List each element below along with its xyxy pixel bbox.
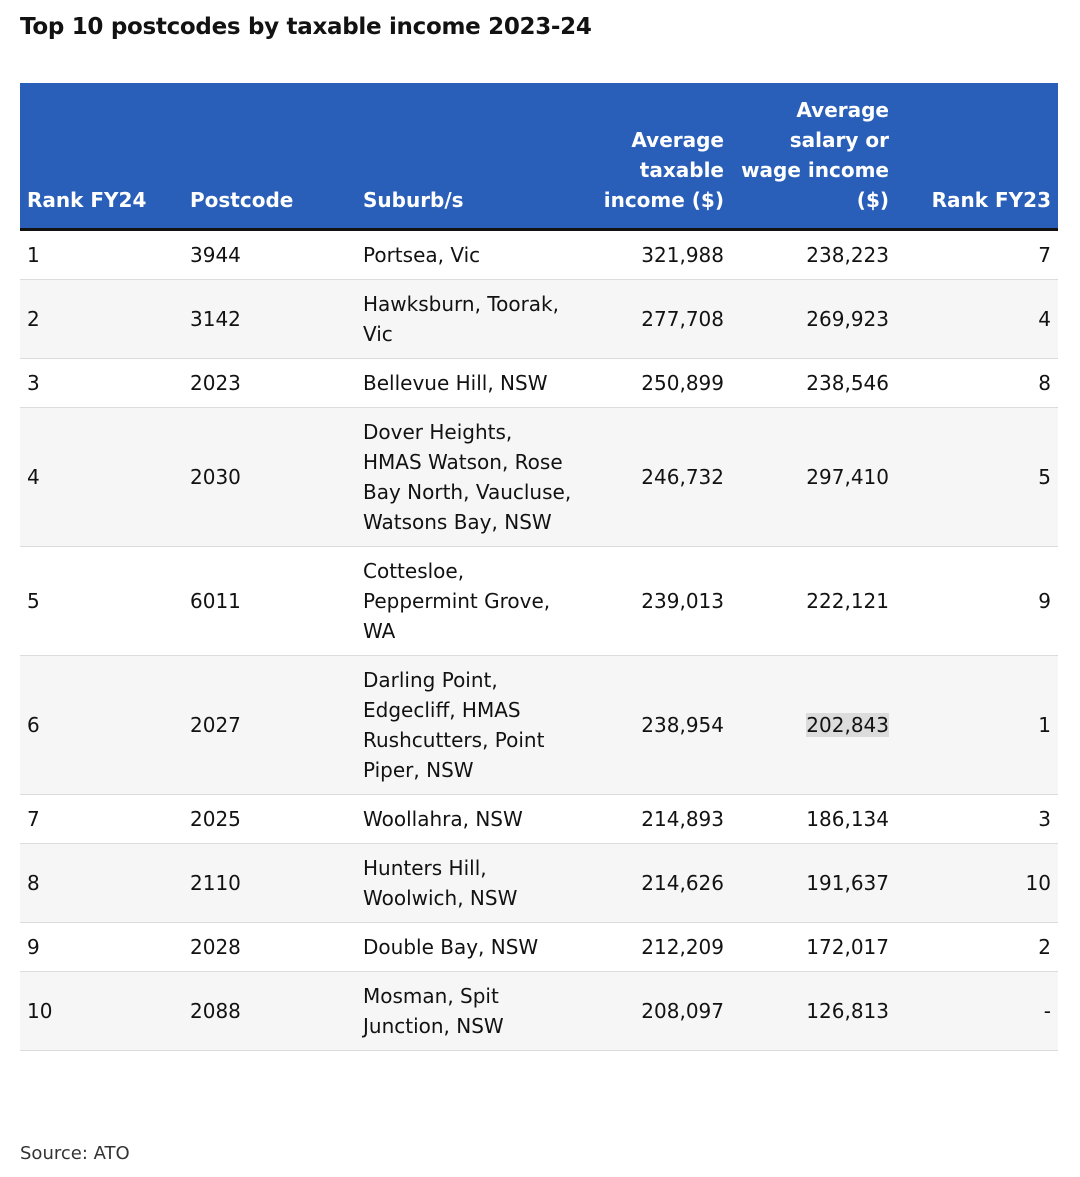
data-table: Rank FY24 Postcode Suburb/s Average taxable…	[20, 83, 1058, 1051]
table-cell: 2027	[183, 655, 356, 795]
table-cell: 239,013	[580, 546, 731, 656]
table-cell: Double Bay, NSW	[356, 922, 580, 972]
table-cell: 9	[20, 922, 183, 972]
table-cell: 3	[896, 794, 1058, 844]
table-cell: 3	[20, 358, 183, 408]
table-row: 6 2027 Darling Point, Edgecliff, HMAS Rush…	[20, 655, 1058, 795]
table-cell: Portsea, Vic	[356, 229, 580, 280]
table-cell: 214,893	[580, 794, 731, 844]
highlighted-value: 202,843	[806, 713, 889, 737]
table-cell: 321,988	[580, 229, 731, 280]
table-cell: 1	[20, 229, 183, 280]
table-cell: 7	[896, 229, 1058, 280]
column-header: Average taxable income ($)	[580, 83, 731, 231]
table-row: 3 2023 Bellevue Hill, NSW 250,899 238,546 8	[20, 358, 1058, 408]
table-cell: Woollahra, NSW	[356, 794, 580, 844]
table-cell: 2025	[183, 794, 356, 844]
table-row: 7 2025 Woollahra, NSW 214,893 186,134 3	[20, 794, 1058, 844]
table-cell: 2030	[183, 407, 356, 547]
table-cell: 214,626	[580, 843, 731, 923]
table-cell: 238,223	[731, 229, 896, 280]
table-cell: 7	[20, 794, 183, 844]
table-row: 4 2030 Dover Heights, HMAS Watson, Rose Ba…	[20, 407, 1058, 547]
table-cell: 212,209	[580, 922, 731, 972]
table-row: 10 2088 Mosman, Spit Junction, NSW 208,097 1…	[20, 971, 1058, 1051]
column-header: Suburb/s	[356, 83, 580, 231]
column-header: Postcode	[183, 83, 356, 231]
table-cell: 2023	[183, 358, 356, 408]
table-cell: Mosman, Spit Junction, NSW	[356, 971, 580, 1051]
table-row: 1 3944 Portsea, Vic 321,988 238,223 7	[20, 229, 1058, 280]
table-cell: 297,410	[731, 407, 896, 547]
table-cell: 186,134	[731, 794, 896, 844]
table-row: 9 2028 Double Bay, NSW 212,209 172,017 2	[20, 922, 1058, 972]
title: Top 10 postcodes by taxable income 2023-…	[20, 14, 592, 40]
table-cell: 238,546	[731, 358, 896, 408]
header-row: Rank FY24 Postcode Suburb/s Average taxable…	[20, 83, 1058, 231]
table-cell: 8	[896, 358, 1058, 408]
table-cell: 10	[896, 843, 1058, 923]
table-cell: 9	[896, 546, 1058, 656]
column-header: Rank FY23	[896, 83, 1058, 231]
table-cell: 208,097	[580, 971, 731, 1051]
table-cell: Dover Heights, HMAS Watson, Rose Bay Nor…	[356, 407, 580, 547]
table-cell: 5	[896, 407, 1058, 547]
table-cell: 126,813	[731, 971, 896, 1051]
table-cell: 2	[20, 279, 183, 359]
table-cell: 191,637	[731, 843, 896, 923]
table-cell: 2028	[183, 922, 356, 972]
table-cell: 246,732	[580, 407, 731, 547]
table-cell: 2	[896, 922, 1058, 972]
table-cell: Darling Point, Edgecliff, HMAS Rushcutte…	[356, 655, 580, 795]
table-cell: 3142	[183, 279, 356, 359]
table-cell: 269,923	[731, 279, 896, 359]
table-row: 2 3142 Hawksburn, Toorak, Vic 277,708 269,92…	[20, 279, 1058, 359]
table-cell: Hawksburn, Toorak, Vic	[356, 279, 580, 359]
table-cell: 10	[20, 971, 183, 1051]
table-cell: Hunters Hill, Woolwich, NSW	[356, 843, 580, 923]
table-cell: 4	[896, 279, 1058, 359]
table-body: 1 3944 Portsea, Vic 321,988 238,223 7 2 3142 Haw…	[20, 229, 1058, 1051]
table-cell: 222,121	[731, 546, 896, 656]
column-header: Average salary or wage income ($)	[731, 83, 896, 231]
table-cell: 6	[20, 655, 183, 795]
table-cell: 277,708	[580, 279, 731, 359]
table-head: Rank FY24 Postcode Suburb/s Average taxable…	[20, 83, 1058, 231]
table-cell: Cottesloe, Peppermint Grove, WA	[356, 546, 580, 656]
table-cell: 238,954	[580, 655, 731, 795]
table-row: 8 2110 Hunters Hill, Woolwich, NSW 214,626 1…	[20, 843, 1058, 923]
table-cell: 3944	[183, 229, 356, 280]
table-cell: 5	[20, 546, 183, 656]
table-cell: 250,899	[580, 358, 731, 408]
table-cell: -	[896, 971, 1058, 1051]
table-cell: 2110	[183, 843, 356, 923]
table-cell: 172,017	[731, 922, 896, 972]
table-cell: 202,843	[731, 655, 896, 795]
table-cell: 1	[896, 655, 1058, 795]
table-row: 5 6011 Cottesloe, Peppermint Grove, WA 239,…	[20, 546, 1058, 656]
table-cell: 8	[20, 843, 183, 923]
source-note: Source: ATO	[20, 1143, 130, 1164]
column-header: Rank FY24	[20, 83, 183, 231]
table-cell: 2088	[183, 971, 356, 1051]
table-cell: Bellevue Hill, NSW	[356, 358, 580, 408]
table-cell: 6011	[183, 546, 356, 656]
table-cell: 4	[20, 407, 183, 547]
